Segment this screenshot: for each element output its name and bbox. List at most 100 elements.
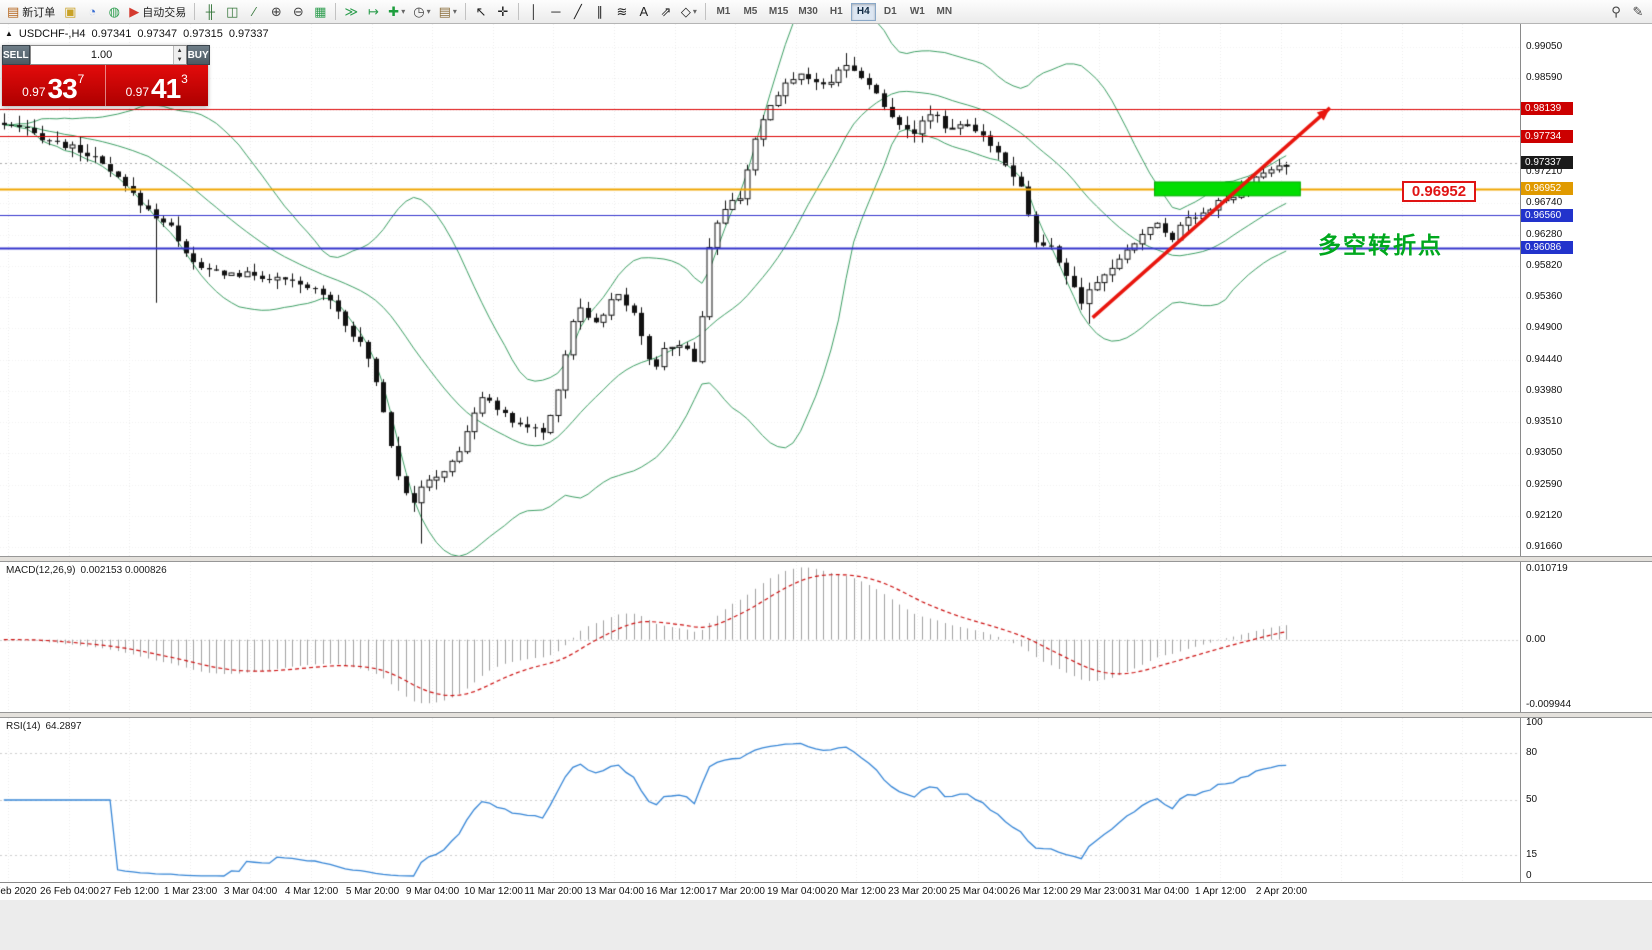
buy-price-button[interactable]: 0.97 41 3 [105,65,208,106]
sell-button[interactable]: SELL [2,45,30,65]
navigator-icon-button[interactable]: ◍ [103,2,125,22]
indicators-button[interactable]: ✚ ▾ [384,2,409,22]
auto-scroll-icon-button[interactable]: ≫ [340,2,362,22]
autotrading-icon: ▶ [129,4,140,19]
timeframe-m5-button[interactable]: M5 [743,6,758,17]
timeframe-m30-button[interactable]: M30 [798,6,818,17]
toolbar-separator [517,3,519,20]
templates-icon: ▤ [438,4,451,19]
main-toolbar: ▤ 新订单 ▣ ◔ ◍ ▶ 自动交易 ╫ ◫ ∕ ⊕ ⊖ ▦ ≫ ↦ ✚ ▾ ◷ ▾ ▤ ▾ ↖ ✛ │ ─ ╱ ∥ ≋ A ⇗ ◇ ▾ M1 M… [0,0,1652,24]
macd-canvas[interactable] [0,562,1520,712]
timeframe-h4-button[interactable]: H4 [850,2,876,21]
turning-point-annotation[interactable]: 多空转折点 [1318,232,1443,258]
fibonacci-icon-button[interactable]: ≋ [611,2,633,22]
chart-shift-icon-button[interactable]: ↦ [362,2,384,22]
price-axis-tick: 0.93050 [1526,447,1563,459]
new-order-button[interactable]: ▤ 新订单 [3,2,59,22]
rsi-canvas[interactable] [0,718,1520,882]
dropdown-arrow-icon: ▾ [401,7,406,16]
tile-windows-icon-button[interactable]: ▦ [309,2,331,22]
time-axis-label: 10 Mar 12:00 [464,886,523,897]
crosshair-icon-button[interactable]: ✛ [492,2,514,22]
toolbar-separator [704,3,706,20]
timeframe-w1-button[interactable]: W1 [909,6,925,17]
new-order-icon: ▤ [7,4,20,19]
zoom-out-icon-button[interactable]: ⊖ [287,2,309,22]
timeframe-mn-button[interactable]: MN [936,6,953,17]
macd-axis[interactable]: 0.010719 0.00 -0.009944 [1520,562,1652,712]
vertical-line-icon-button[interactable]: │ [523,2,545,22]
edit-icon-button[interactable]: ✎ [1627,2,1649,22]
rsi-axis-tick: 100 [1526,718,1543,728]
dropdown-arrow-icon: ▾ [452,7,457,16]
high-value: 0.97347 [137,28,178,40]
timeframe-m1-button[interactable]: M1 [716,6,731,17]
shapes-button[interactable]: ◇ ▾ [677,2,701,22]
volume-box: ▲ ▼ [29,45,187,65]
equidistant-channel-icon-icon: ∥ [596,4,604,19]
timeframe-m15-button[interactable]: M15 [768,6,789,17]
candlestick-icon-button[interactable]: ◫ [221,2,243,22]
zoom-out-icon-icon: ⊖ [292,4,304,19]
chart-shift-icon-icon: ↦ [367,4,379,19]
time-axis-label: 29 Mar 23:00 [1070,886,1129,897]
templates-button[interactable]: ▤ ▾ [435,2,461,22]
zoom-in-icon-icon: ⊕ [270,4,282,19]
equidistant-channel-icon-button[interactable]: ∥ [589,2,611,22]
macd-min-label: -0.009944 [1526,699,1572,710]
profiles-icon-button[interactable]: ▣ [59,2,81,22]
edit-icon-icon: ✎ [1632,4,1644,19]
volume-input[interactable] [30,46,173,64]
periods-icon: ◷ [413,4,425,19]
bar-chart-icon-button[interactable]: ╫ [199,2,221,22]
price-badge: 0.98139 [1521,102,1573,116]
periods-button[interactable]: ◷ ▾ [409,2,434,22]
time-axis-label: 4 Mar 12:00 [284,886,339,897]
time-axis-label: 24 Feb 2020 [0,886,37,897]
macd-panel[interactable]: MACD(12,26,9) 0.002153 0.000826 [0,562,1520,712]
collapse-panel-icon[interactable]: ▲ [5,29,13,38]
line-chart-icon-button[interactable]: ∕ [243,2,265,22]
autotrading-button-label: 自动交易 [142,6,187,19]
price-badge: 0.96086 [1521,241,1573,255]
price-level-label[interactable]: 0.96952 [1402,181,1476,202]
rsi-panel[interactable]: RSI(14) 64.2897 [0,718,1520,882]
timeframe-h1-button[interactable]: H1 [829,6,843,17]
rsi-axis-tick: 50 [1526,794,1538,805]
arrows-icon-button[interactable]: ⇗ [655,2,677,22]
rsi-axis[interactable]: 100 80 50 15 0 [1520,718,1652,882]
panel-splitter[interactable] [0,712,1652,718]
price-axis[interactable]: 0.990500.985900.981300.976700.972100.967… [1520,24,1652,556]
time-axis-label: 11 Mar 20:00 [524,886,583,897]
volume-up-icon[interactable]: ▲ [173,46,186,55]
buy-button[interactable]: BUY [186,45,210,65]
trendline-icon-button[interactable]: ╱ [567,2,589,22]
auto-scroll-icon-icon: ≫ [344,4,359,19]
market-watch-icon-button[interactable]: ◔ [81,2,103,22]
sell-price-pip: 7 [77,72,85,86]
autotrading-button[interactable]: ▶ 自动交易 [125,2,190,22]
search-icon-button[interactable]: ⚲ [1605,2,1627,22]
timeframe-d1-button[interactable]: D1 [883,6,897,17]
time-axis-label: 27 Feb 12:00 [100,886,159,897]
text-icon-button[interactable]: A [633,2,655,22]
zoom-in-icon-button[interactable]: ⊕ [265,2,287,22]
price-axis-tick: 0.92120 [1526,509,1563,521]
buy-price-big: 41 [151,73,181,105]
price-axis-tick: 0.94440 [1526,353,1563,365]
toolbar-separator [464,3,466,20]
close-value: 0.97337 [228,28,269,40]
horizontal-line-icon-button[interactable]: ─ [545,2,567,22]
price-badge: 0.97337 [1521,156,1573,170]
time-axis-label: 2 Apr 20:00 [1255,886,1308,897]
price-chart-canvas[interactable] [0,24,1520,556]
macd-max-label: 0.010719 [1526,563,1568,574]
sell-price-button[interactable]: 0.97 33 7 [2,65,106,106]
panel-splitter[interactable] [0,556,1652,562]
volume-down-icon[interactable]: ▼ [173,55,186,64]
cursor-icon-button[interactable]: ↖ [470,2,492,22]
price-badge: 0.96952 [1521,182,1573,196]
price-chart-panel[interactable]: ▲ USDCHF-,H4 0.97341 0.97347 0.97315 0.9… [0,24,1520,556]
